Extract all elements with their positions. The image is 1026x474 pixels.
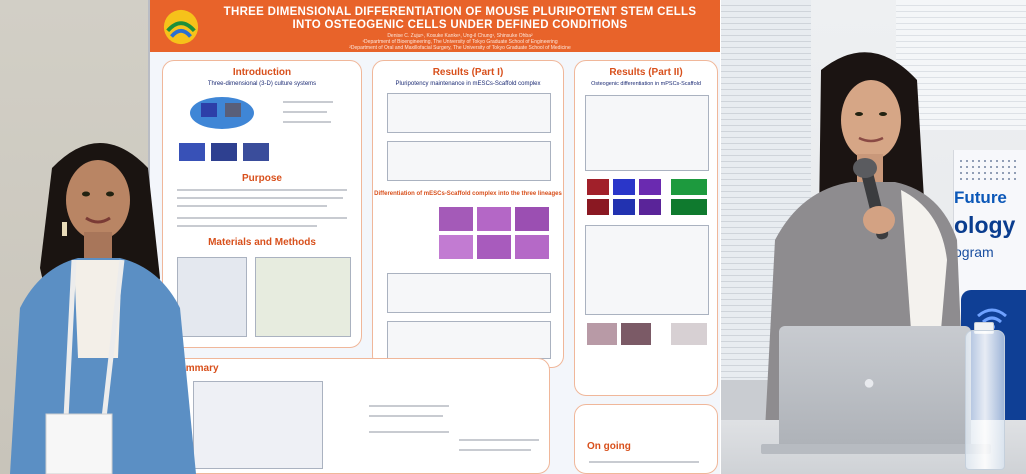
presenter-woman-left <box>10 143 196 474</box>
poster-title: THREE DIMENSIONAL DIFFERENTIATION OF MOU… <box>210 6 710 32</box>
banner-line-1: Future <box>954 188 1007 207</box>
banner-dot-pattern <box>958 158 1018 182</box>
section-subtitle-introduction: Three-dimensional (3-D) culture systems <box>207 81 317 87</box>
histology-image-3 <box>515 207 549 231</box>
affiliation-2: ²Department of Oral and Maxillofacial Su… <box>349 45 571 51</box>
scaffold-diagram <box>190 97 254 129</box>
methods-diagram <box>177 257 247 337</box>
pluripotency-bar-charts <box>387 93 551 133</box>
water-bottle <box>965 330 1005 470</box>
poster-title-line1: THREE DIMENSIONAL DIFFERENTIATION OF MOU… <box>223 6 697 18</box>
section-subtitle-results-1: Pluripotency maintenance in mESCs-Scaffo… <box>395 81 541 87</box>
poster-header: THREE DIMENSIONAL DIFFERENTIATION OF MOU… <box>150 0 720 52</box>
section-title-results-1: Results (Part I) <box>432 67 504 78</box>
poster-column-introduction: Introduction Three-dimensional (3-D) cul… <box>162 60 362 348</box>
text-line <box>283 121 331 123</box>
histology-image-4 <box>439 235 473 259</box>
staining-image-3 <box>671 323 707 345</box>
histology-image-6 <box>515 235 549 259</box>
research-poster: THREE DIMENSIONAL DIFFERENTIATION OF MOU… <box>148 0 720 474</box>
text-line <box>369 415 443 417</box>
fluorescence-image-8 <box>671 199 707 215</box>
left-photo: THREE DIMENSIONAL DIFFERENTIATION OF MOU… <box>0 0 720 474</box>
section-subtitle-differentiation: Differentiation of mESCs-Scaffold comple… <box>374 191 562 197</box>
poster-authors: Denise C. Zujur¹, Kosuke Kanke¹, Ung-il … <box>210 33 710 51</box>
marker-bar-charts <box>387 321 551 359</box>
staining-image-2 <box>621 323 651 345</box>
text-line <box>177 217 347 219</box>
methods-figure <box>255 257 351 337</box>
fluorescence-image-6 <box>613 199 635 215</box>
section-title-ongoing: On going <box>587 441 631 452</box>
poster-title-line2: INTO OSTEOGENIC CELLS UNDER DEFINED COND… <box>292 19 628 31</box>
histology-image-1 <box>439 207 473 231</box>
banner-line-3: ogram <box>954 244 994 260</box>
right-photo: Future ology ogram ● <box>721 0 1026 474</box>
summary-diagram <box>193 381 323 469</box>
osteogenic-bar-charts <box>585 95 709 171</box>
section-title-purpose: Purpose <box>241 173 282 184</box>
fluorescence-image-1 <box>587 179 609 195</box>
lineage-bar-charts <box>387 273 551 313</box>
fluorescence-image-5 <box>587 199 609 215</box>
laptop-base <box>761 444 991 454</box>
text-line <box>177 205 327 207</box>
text-line <box>177 189 347 191</box>
banner-line-2: ology <box>954 212 1016 238</box>
text-line <box>369 431 449 433</box>
section-title-introduction: Introduction <box>232 67 292 78</box>
culture-image-2 <box>211 143 237 161</box>
affiliation-1: ¹Department of Bioengineering, The Unive… <box>362 39 558 45</box>
text-line <box>283 111 327 113</box>
section-title-materials: Materials and Methods <box>208 237 316 248</box>
fluorescence-image-3 <box>639 179 661 195</box>
fluorescence-image-2 <box>613 179 635 195</box>
poster-ongoing-section: On going <box>574 404 718 474</box>
text-line <box>589 461 699 463</box>
poster-summary-section: Summary <box>162 358 550 474</box>
histology-image-5 <box>477 235 511 259</box>
fluorescence-image-4 <box>671 179 707 195</box>
text-line <box>177 225 317 227</box>
university-logo-icon <box>163 9 199 45</box>
text-line <box>283 101 333 103</box>
poster-column-results-1: Results (Part I) Pluripotency maintenanc… <box>372 60 564 368</box>
culture-image-3 <box>243 143 269 161</box>
laptop-lid <box>779 326 971 446</box>
text-line <box>369 405 449 407</box>
section-subtitle-results-2: Osteogenic differentiation in mPSCs-Scaf… <box>591 81 701 87</box>
text-line <box>177 197 343 199</box>
text-line <box>459 449 531 451</box>
staining-image-1 <box>587 323 617 345</box>
section-title-summary: Summary <box>173 363 219 374</box>
section-title-results-2: Results (Part II) <box>609 67 683 78</box>
poster-column-results-2: Results (Part II) Osteogenic differentia… <box>574 60 718 396</box>
text-line <box>459 439 539 441</box>
culture-image-1 <box>179 143 205 161</box>
fluorescence-image-7 <box>639 199 661 215</box>
mineralization-bar-charts <box>585 225 709 315</box>
histology-image-2 <box>477 207 511 231</box>
apple-logo-icon: ● <box>863 372 876 394</box>
author-list: Denise C. Zujur¹, Kosuke Kanke¹, Ung-il … <box>387 33 533 39</box>
germ-layer-bar-charts <box>387 141 551 181</box>
